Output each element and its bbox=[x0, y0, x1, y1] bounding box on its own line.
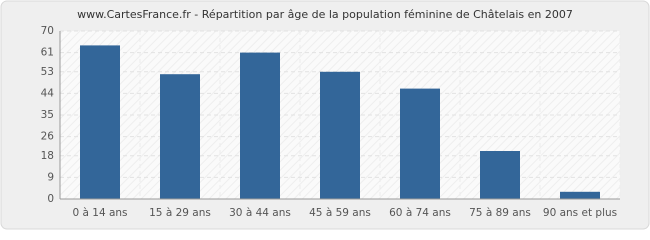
chart-title: www.CartesFrance.fr - Répartition par âg… bbox=[77, 8, 573, 21]
bar bbox=[400, 88, 440, 199]
x-tick-label: 0 à 14 ans bbox=[72, 207, 127, 219]
y-tick-label: 18 bbox=[41, 150, 54, 162]
x-tick-label: 45 à 59 ans bbox=[309, 207, 371, 219]
bar bbox=[480, 151, 520, 199]
x-tick-label: 75 à 89 ans bbox=[469, 207, 531, 219]
y-tick-label: 9 bbox=[47, 171, 54, 183]
x-tick-label: 15 à 29 ans bbox=[149, 207, 211, 219]
chart: www.CartesFrance.fr - Répartition par âg… bbox=[0, 0, 650, 230]
y-tick-label: 44 bbox=[41, 87, 55, 99]
bar bbox=[80, 45, 120, 200]
x-tick-label: 30 à 44 ans bbox=[229, 207, 291, 219]
y-tick-label: 70 bbox=[41, 25, 54, 37]
page: www.CartesFrance.fr - Répartition par âg… bbox=[0, 0, 650, 230]
y-tick-label: 35 bbox=[41, 109, 54, 121]
x-tick-label: 90 ans et plus bbox=[543, 207, 617, 219]
bar bbox=[560, 191, 600, 199]
bar bbox=[240, 52, 280, 199]
bar bbox=[320, 71, 360, 199]
y-tick-label: 0 bbox=[47, 193, 54, 205]
y-tick-label: 26 bbox=[41, 131, 55, 143]
y-tick-label: 53 bbox=[41, 66, 54, 78]
y-tick-label: 61 bbox=[41, 47, 54, 59]
x-tick-label: 60 à 74 ans bbox=[389, 207, 451, 219]
bar bbox=[160, 74, 200, 199]
